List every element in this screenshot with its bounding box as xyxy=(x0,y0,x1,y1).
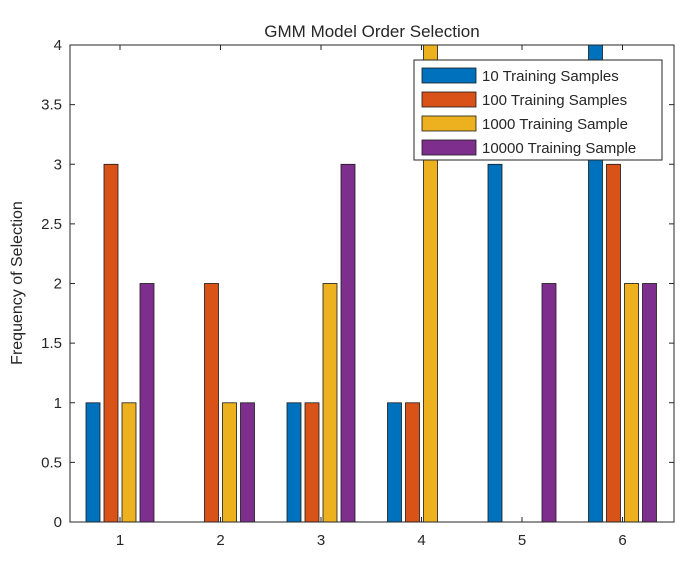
bar-1-cat-1 xyxy=(85,402,101,523)
x-tick-label: 2 xyxy=(216,532,224,549)
y-tick-label: 0 xyxy=(54,514,62,531)
bar-4-cat-3 xyxy=(340,163,356,523)
y-tick-label: 2 xyxy=(54,276,62,293)
bar-3-cat-3 xyxy=(322,283,338,523)
bar-4-cat-2 xyxy=(240,402,255,523)
bar-4-cat-6 xyxy=(642,283,657,523)
bar-4-cat-1 xyxy=(139,283,155,523)
ticks-layer: 0 0.5 1 1.5 2 2.5 3 3.5 4 1 2 3 4 5 6 xyxy=(41,37,674,549)
legend-label-3: 1000 Training Sample xyxy=(482,116,628,133)
legend-label-2: 100 Training Samples xyxy=(482,92,627,109)
x-tick-label: 5 xyxy=(518,532,526,549)
legend-swatch-1 xyxy=(421,67,477,84)
legend-label-1: 10 Training Samples xyxy=(482,68,619,85)
x-tick-label: 6 xyxy=(618,532,626,549)
x-tick-label: 1 xyxy=(116,532,124,549)
y-tick-label: 1.5 xyxy=(41,335,62,352)
bar-4-cat-5 xyxy=(541,283,557,523)
legend-swatch-2 xyxy=(421,91,477,108)
y-tick-label: 3 xyxy=(54,156,62,173)
y-tick-label: 1 xyxy=(54,395,62,412)
y-tick-label: 4 xyxy=(54,37,62,54)
bar-2-cat-2 xyxy=(204,283,219,523)
y-tick-label: 2.5 xyxy=(41,216,62,233)
bars-layer xyxy=(85,44,657,523)
bar-1-cat-4 xyxy=(387,402,402,523)
bar-2-cat-3 xyxy=(304,402,320,523)
y-tick-label: 3.5 xyxy=(41,97,62,114)
legend: 10 Training Samples 100 Training Samples 1… xyxy=(413,59,663,161)
bar-3-cat-2 xyxy=(222,402,237,523)
bar-3-cat-1 xyxy=(121,402,137,523)
bar-2-cat-4 xyxy=(405,402,420,523)
y-tick-label: 0.5 xyxy=(41,454,62,471)
legend-swatch-4 xyxy=(421,139,477,156)
bar-2-cat-6 xyxy=(606,163,621,523)
x-tick-label: 4 xyxy=(417,532,425,549)
y-axis-label: Frequency of Selection xyxy=(9,201,26,365)
x-tick-label: 3 xyxy=(317,532,325,549)
legend-swatch-3 xyxy=(421,115,477,132)
bar-2-cat-1 xyxy=(103,163,119,523)
bar-1-cat-5 xyxy=(487,163,503,523)
chart-title: GMM Model Order Selection xyxy=(264,22,479,41)
legend-label-4: 10000 Training Sample xyxy=(482,140,636,157)
bar-1-cat-3 xyxy=(286,402,302,523)
bar-3-cat-6 xyxy=(624,283,639,523)
